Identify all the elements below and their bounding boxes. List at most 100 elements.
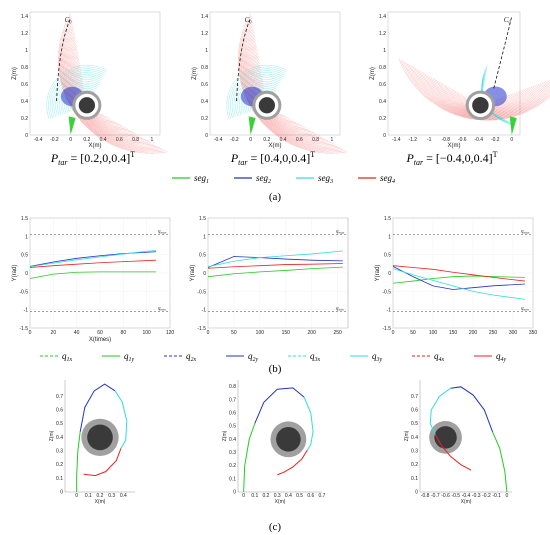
x-tick-label: 50 xyxy=(410,330,416,336)
x-tick-label: 0 xyxy=(510,137,513,143)
seg4-arc xyxy=(257,76,293,121)
seg3-arc xyxy=(60,79,100,115)
caption-a: (a) xyxy=(269,191,282,203)
x-tick-label: -1 xyxy=(427,137,432,143)
y-tick-label: 0.4 xyxy=(21,99,28,105)
qmin-sub: min xyxy=(161,308,167,312)
x-tick-label: -0.4 xyxy=(474,137,483,143)
qmin-base: q xyxy=(158,307,161,312)
y-tick-label: 0.4 xyxy=(56,435,63,441)
y-tick-label: 0.7 xyxy=(229,397,236,403)
y-tick-label: 0.4 xyxy=(411,435,418,441)
x-tick-label: -0.5 xyxy=(451,493,460,499)
seg4-arc xyxy=(432,77,533,115)
legend-sub: 1x xyxy=(67,357,73,363)
y-tick-label: 0.3 xyxy=(229,450,236,456)
y-tick-label: 0.8 xyxy=(379,65,386,71)
workspace-panel-3: -1.4 -1.2 -1 -0.8 -0.6 -0.4 -0.2 0 0 0.2 0.4 0.6 0.8… xyxy=(370,11,550,167)
row-a-workspace-plots: -0.4 -0.2 0 0.2 0.4 0.6 0.8 1 0 0.2 0.4 0.6 0.8 1 1.2 1… xyxy=(12,11,550,185)
plot-frame xyxy=(209,11,341,136)
seg3-arc xyxy=(246,84,278,113)
legend-label-q2y: q2y xyxy=(248,351,259,363)
legend-base: seg xyxy=(194,173,206,183)
seg3-arc xyxy=(69,88,96,112)
seg4-fan xyxy=(58,13,168,154)
seg4-arc xyxy=(446,85,518,112)
legend-sub: 4y xyxy=(501,356,507,363)
x-tick-label: 0.8 xyxy=(312,137,319,143)
x-tick-label: 0.2 xyxy=(263,137,270,143)
segment-seg1 xyxy=(492,431,508,493)
legend-label-seg2: seg2 xyxy=(256,173,271,185)
x-tick-label: 0 xyxy=(249,137,252,143)
y-tick-label: 0 xyxy=(25,133,28,139)
x-tick-label: 50 xyxy=(231,330,237,336)
seg3-arc xyxy=(249,88,276,112)
x-tick-label: -0.8 xyxy=(421,493,430,499)
ptar-superscript: T xyxy=(130,150,135,159)
ptar-value: = [0.2,0,0.4] xyxy=(68,151,131,165)
y-tick-label: 0.1 xyxy=(56,476,63,482)
legend-label-seg3: seg3 xyxy=(318,173,333,185)
legend-sub: 2y xyxy=(253,357,259,363)
joint-panel-3: -1.5 -1 -0.5 0 0.5 1 1.5 0 50 100 150 200 250 300 350 q… xyxy=(375,216,537,336)
y-tick-label: 1.2 xyxy=(379,31,386,37)
qmax-base: q xyxy=(158,230,161,235)
seg1-region xyxy=(248,116,256,135)
seg3-arc xyxy=(240,79,280,115)
seg3-arc xyxy=(244,82,279,114)
series-q4y xyxy=(207,263,343,269)
series-q4y xyxy=(392,265,526,282)
ptar-subscript: tar xyxy=(58,158,68,167)
y-tick-label: 0.5 xyxy=(411,421,418,427)
y-tick-label: 0 xyxy=(25,271,28,277)
obstacle-inner xyxy=(276,426,301,452)
seg3-arc xyxy=(242,81,280,114)
y-tick-label: 1.4 xyxy=(21,14,28,20)
legend-base: q xyxy=(496,351,501,361)
y-tick-label: 0.8 xyxy=(229,384,236,390)
x-tick-label: 20 xyxy=(51,330,57,336)
seg4-fan xyxy=(238,13,348,154)
y-axis-label: Z(m) xyxy=(404,430,410,441)
y-axis-label: Z(m) xyxy=(12,67,18,80)
x-tick-label: 0 xyxy=(75,493,78,499)
seg3-arc xyxy=(62,81,100,114)
segment-seg3 xyxy=(303,396,314,451)
c0-label: C₀ xyxy=(504,16,512,24)
y-tick-label: -1.5 xyxy=(382,326,391,332)
seg4-arc xyxy=(238,13,348,154)
y-tick-label: 0 xyxy=(383,133,386,139)
plot-frame xyxy=(29,11,161,136)
seg3-arc xyxy=(233,72,284,117)
y-tick-label: 1.5 xyxy=(384,216,391,222)
seg4-arc xyxy=(448,86,515,112)
y-tick-label: 1 xyxy=(383,48,386,54)
seg3-arc xyxy=(226,64,288,120)
ptar-value: = [0.4,0,0.4] xyxy=(248,151,311,165)
segment-seg4 xyxy=(83,448,122,477)
seg4-arc xyxy=(241,24,338,148)
x-tick-label: 0.2 xyxy=(263,493,270,499)
x-tick-label: 120 xyxy=(166,330,175,336)
seg4-arc xyxy=(72,60,127,129)
x-tick-label: -0.6 xyxy=(441,493,450,499)
seg3-arc xyxy=(237,75,282,116)
y-tick-label: 1.4 xyxy=(201,14,208,20)
qmax-sub: max xyxy=(161,231,167,235)
ptar-subscript: tar xyxy=(414,158,424,167)
y-tick-label: 0.5 xyxy=(229,424,236,430)
x-tick-label: 0.4 xyxy=(285,493,292,499)
y-tick-label: 0.4 xyxy=(229,437,236,443)
seg4-arc xyxy=(68,47,138,136)
joint-panel-1: -1.5-1-0.500.511.50 20 40 60 80 100 120qmaxqmi… xyxy=(12,216,174,343)
y-tick-label: 0 xyxy=(233,490,236,496)
series-q2y xyxy=(207,256,343,268)
segment-seg2 xyxy=(450,386,494,433)
legend-label-q2x: q2x xyxy=(186,351,197,363)
seg4-arc xyxy=(75,69,119,125)
seg3-arc xyxy=(57,75,102,116)
seg3-arc xyxy=(228,66,287,119)
obstacle-inner xyxy=(78,97,95,114)
y-tick-label: 0 xyxy=(415,490,418,496)
